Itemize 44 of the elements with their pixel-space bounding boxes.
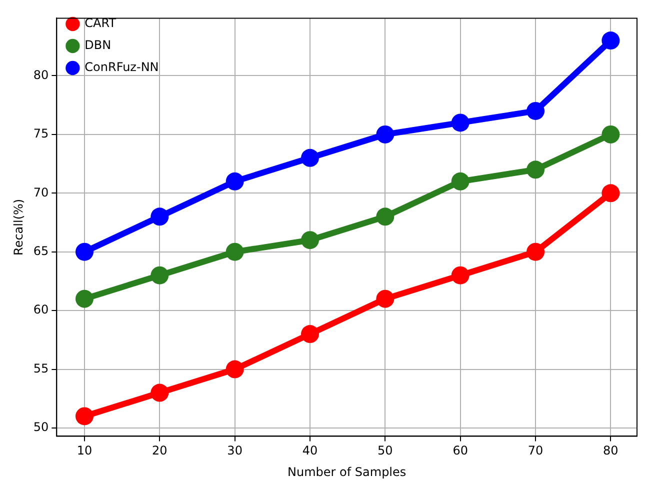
x-axis-title: Number of Samples (288, 464, 406, 479)
point (301, 325, 319, 344)
x-tick-label: 20 (152, 444, 168, 458)
point (226, 360, 244, 378)
x-tick-label: 60 (452, 444, 468, 458)
y-axis-title: Recall(%) (11, 198, 26, 256)
point (75, 407, 94, 426)
y-tick-label: 60 (33, 302, 49, 317)
x-tick-label: 50 (378, 444, 393, 458)
point (602, 184, 620, 202)
point (75, 290, 94, 308)
point (451, 172, 470, 190)
point (526, 160, 545, 179)
point (451, 266, 470, 284)
point (150, 384, 169, 402)
point (602, 32, 620, 50)
y-tick-label: 70 (33, 185, 49, 200)
x-tick-label: 40 (302, 444, 318, 458)
point (226, 242, 244, 261)
point (376, 208, 394, 226)
point (226, 172, 244, 190)
point (150, 266, 169, 284)
x-tick-label: 10 (76, 444, 92, 458)
y-tick-label: 50 (33, 420, 49, 434)
point (526, 242, 545, 261)
y-tick-label: 80 (33, 68, 49, 82)
point (301, 231, 319, 250)
x-tick-label: 80 (603, 444, 618, 458)
point (526, 102, 545, 120)
legend-label: CART (84, 16, 117, 30)
y-tick-label: 65 (33, 244, 49, 258)
point (376, 290, 394, 308)
point (150, 208, 169, 226)
point (301, 148, 319, 167)
x-tick-label: 30 (227, 444, 242, 458)
point (451, 114, 470, 132)
legend-label: DBN (84, 38, 112, 52)
point (602, 125, 620, 144)
point (376, 125, 394, 144)
x-tick-label: 70 (528, 444, 544, 458)
y-tick-label: 55 (33, 361, 49, 376)
legend-label: ConRFuz-NN (84, 60, 159, 74)
point (75, 242, 94, 261)
y-tick-label: 75 (33, 126, 49, 141)
